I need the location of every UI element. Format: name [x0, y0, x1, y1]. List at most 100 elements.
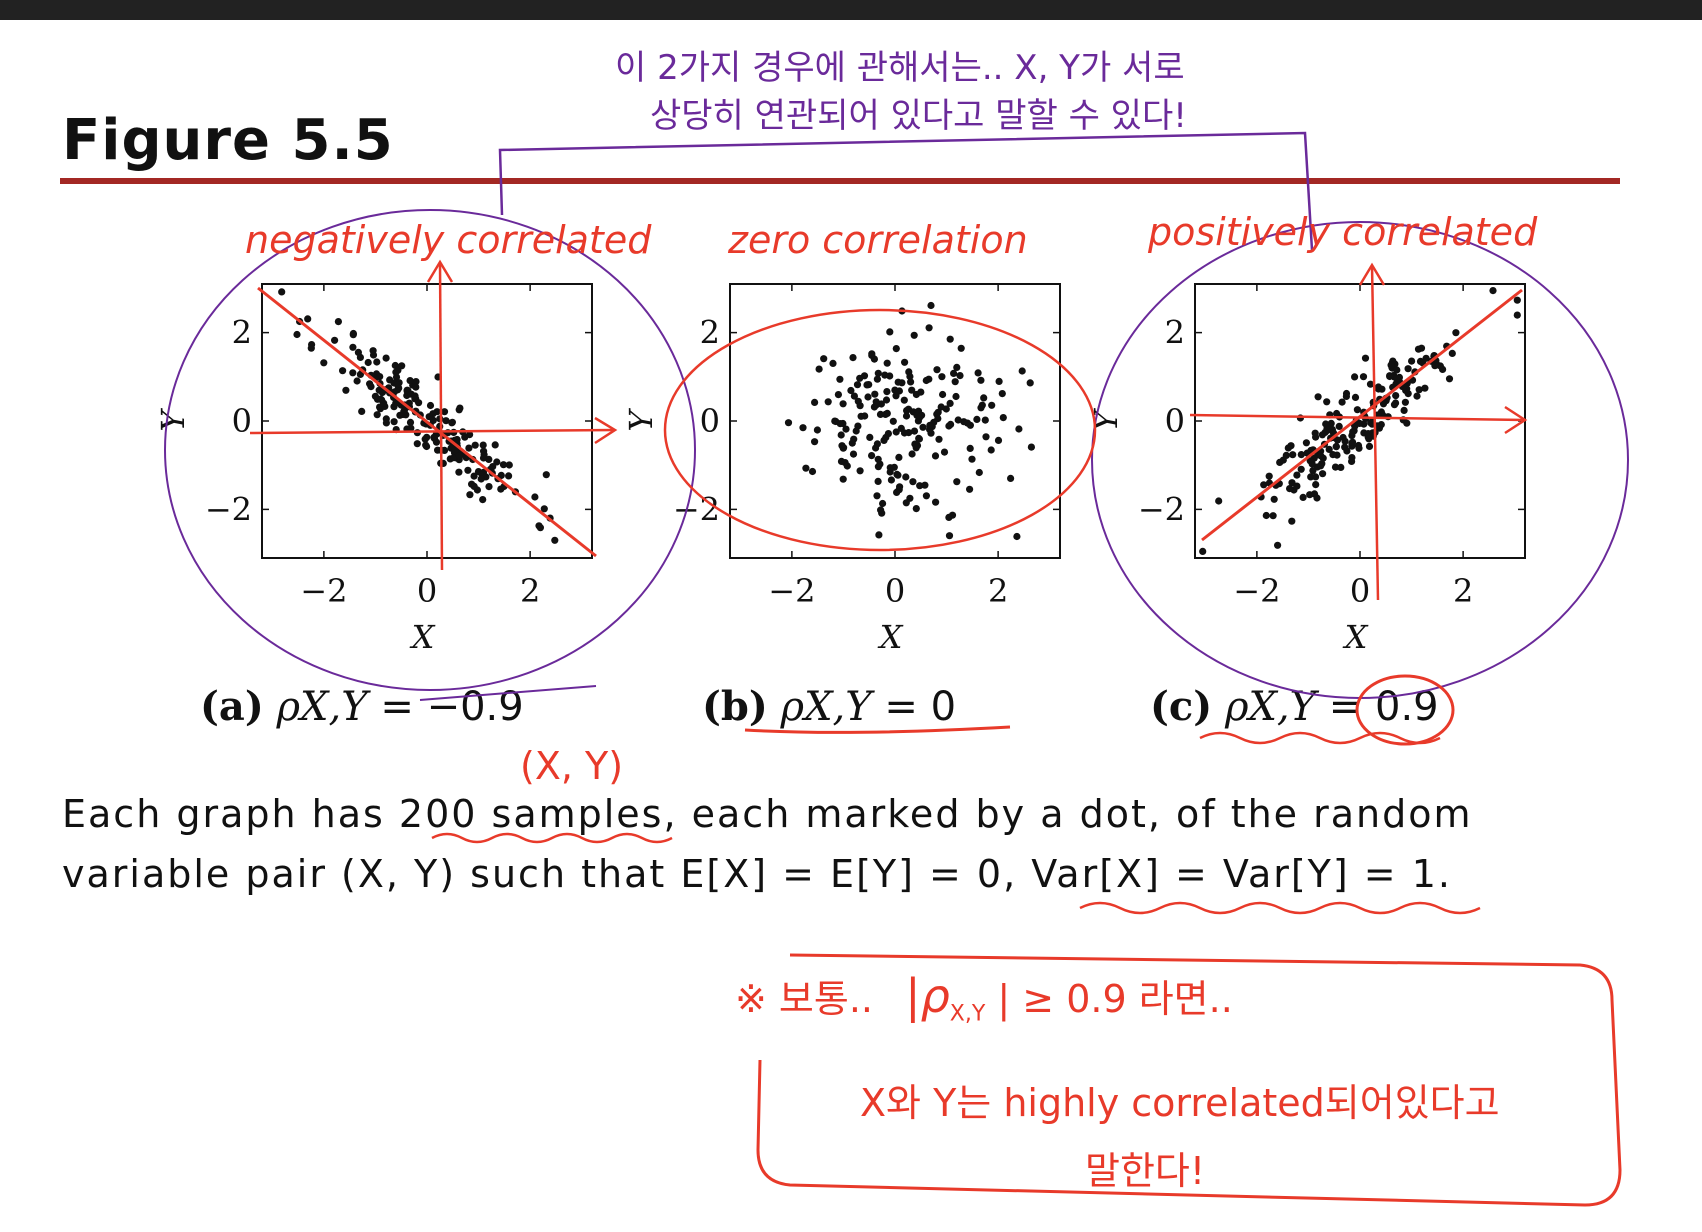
scatter-point-a [479, 496, 487, 504]
scatter-point-b [891, 386, 899, 394]
scatter-point-c [1262, 511, 1270, 520]
scatter-point-b [811, 398, 819, 406]
scatter-point-b [874, 477, 882, 485]
scatter-point-a [505, 472, 513, 480]
scatter-point-a [434, 446, 442, 454]
scatter-point-c [1392, 392, 1400, 400]
scatter-point-a [349, 369, 357, 377]
scatter-point-a [489, 463, 497, 471]
x-tick-label-b: 0 [885, 572, 905, 610]
scatter-point-b [864, 393, 872, 401]
scatter-point-a [349, 331, 357, 339]
scatter-point-a [423, 433, 431, 441]
scatter-point-a [499, 461, 508, 469]
caption-a-symbol: ρX,Y [276, 684, 368, 730]
scatter-point-a [450, 454, 458, 462]
scatter-point-b [863, 381, 871, 389]
scatter-point-a [422, 441, 430, 449]
scatter-point-b [892, 428, 900, 436]
scatter-point-c [1353, 406, 1361, 414]
scatter-point-c [1317, 462, 1325, 470]
x-tick-label-a: −2 [300, 572, 347, 610]
scatter-point-b [849, 450, 858, 458]
scatter-point-c [1365, 442, 1374, 450]
scatter-point-c [1293, 482, 1301, 490]
scatter-point-b [874, 369, 882, 377]
scatter-point-b [982, 433, 990, 441]
scatter-point-a [413, 440, 421, 448]
scatter-point-a [407, 424, 415, 432]
scatter-point-b [908, 386, 916, 394]
scatter-point-b [889, 417, 897, 425]
scatter-point-c [1289, 451, 1297, 459]
scatter-point-b [894, 378, 902, 386]
scatter-point-b [839, 400, 847, 408]
scatter-point-b [975, 468, 983, 477]
scatter-point-b [919, 423, 927, 431]
scatter-point-c [1260, 481, 1268, 489]
scatter-point-c [1361, 354, 1370, 362]
scatter-point-c [1329, 451, 1337, 459]
scatter-point-b [909, 478, 917, 486]
scatter-point-b [849, 354, 857, 362]
x-tick-label-a: 0 [417, 572, 437, 610]
title-rule [60, 178, 1620, 184]
scatter-point-c [1297, 465, 1305, 473]
scatter-point-c [1489, 287, 1497, 295]
scatter-point-b [895, 453, 903, 461]
red-circle-value-c [1355, 674, 1455, 746]
scatter-point-b [931, 452, 940, 460]
scatter-point-c [1366, 380, 1375, 388]
x-axis-label-c: X [1342, 618, 1369, 656]
scatter-point-c [1348, 438, 1357, 446]
scatter-point-a [406, 377, 414, 385]
scatter-point-a [356, 353, 364, 361]
scatter-point-a [448, 419, 456, 427]
scatter-point-b [883, 388, 891, 396]
scatter-point-b [908, 450, 916, 458]
scatter-point-a [411, 392, 419, 400]
caption-a: (a) ρX,Y = −0.9 [200, 683, 524, 730]
scatter-point-b [886, 328, 894, 336]
scatter-point-a [390, 418, 398, 426]
scatter-point-b [951, 378, 959, 386]
scatter-point-b [902, 412, 911, 420]
red-wavy-underline-c [1199, 731, 1441, 745]
scatter-point-a [497, 485, 505, 493]
scatter-point-b [922, 376, 930, 385]
scatter-point-a [377, 395, 385, 403]
scatter-point-a [493, 458, 501, 466]
scatter-point-b [883, 359, 891, 367]
scatter-point-b [881, 371, 889, 379]
red-axis-x-c [1189, 413, 1526, 422]
scatter-point-c [1343, 447, 1351, 455]
scatter-point-b [856, 374, 864, 382]
red-axis-y-a [438, 261, 444, 571]
scatter-point-a [392, 399, 400, 407]
y-tick-label-c: 0 [1165, 402, 1185, 440]
scatter-point-b [998, 390, 1006, 398]
scatter-point-b [824, 398, 832, 406]
description-line-1: Each graph has 200 samples, each marked … [62, 792, 1473, 836]
scatter-point-b [872, 398, 880, 406]
purple-strike-a [419, 685, 597, 701]
caption-b-value: = 0 [884, 684, 957, 730]
scatter-point-c [1401, 398, 1409, 406]
scatter-point-a [400, 407, 408, 415]
scatter-point-b [836, 375, 844, 383]
scatter-point-a [451, 446, 459, 455]
y-axis-label-a: Y [154, 408, 192, 432]
scatter-point-b [948, 511, 957, 519]
scatter-point-c [1306, 491, 1314, 499]
x-axis-label-b: X [877, 618, 904, 656]
scatter-point-a [412, 383, 420, 391]
scatter-point-c [1312, 433, 1320, 441]
y-tick-label-a: 0 [232, 402, 252, 440]
scatter-point-c [1332, 443, 1340, 451]
scatter-point-b [939, 390, 947, 399]
scatter-point-c [1265, 472, 1273, 480]
scatter-point-b [968, 455, 976, 463]
scatter-point-b [977, 376, 985, 384]
scatter-point-a [471, 441, 479, 449]
